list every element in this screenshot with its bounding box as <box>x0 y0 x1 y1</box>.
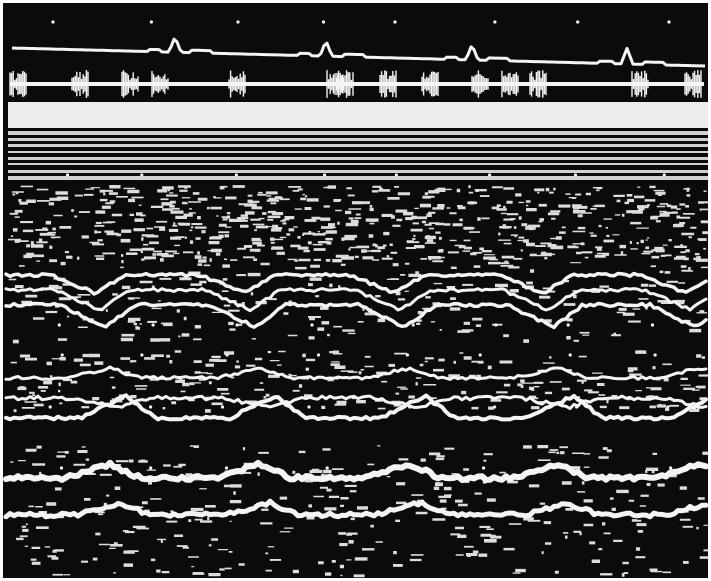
echo-trace <box>4 365 708 381</box>
phono-burst <box>151 71 169 97</box>
reference-band <box>8 102 708 128</box>
phono-burst <box>471 70 489 98</box>
ecg-line <box>11 37 706 68</box>
phono-burst <box>379 70 397 98</box>
echo-traces <box>3 271 709 520</box>
reference-band <box>8 157 708 160</box>
reference-band <box>8 151 708 153</box>
phono-burst <box>9 70 27 98</box>
reference-band <box>8 163 708 165</box>
reference-band <box>8 131 708 135</box>
phono-burst <box>631 70 649 98</box>
phono-burst <box>121 70 139 98</box>
phono-burst <box>501 70 519 98</box>
echo-trace <box>4 301 708 330</box>
echo-trace <box>4 271 708 296</box>
reference-bands <box>8 102 708 180</box>
phono-burst <box>684 70 702 98</box>
reference-band <box>8 176 708 180</box>
phono-burst <box>228 70 246 98</box>
echo-trace <box>3 459 709 483</box>
phono-burst <box>421 71 439 97</box>
speckle-cloud <box>8 185 711 578</box>
echo-trace <box>3 498 709 520</box>
reference-band <box>8 144 708 147</box>
phono-burst <box>71 70 89 98</box>
echo-trace <box>4 287 708 313</box>
ecg-trace <box>11 37 706 68</box>
echo-trace <box>4 393 708 422</box>
echo-trace <box>4 394 708 411</box>
echo-speckle <box>8 185 711 578</box>
reference-band <box>8 138 708 141</box>
phono-burst <box>529 70 547 98</box>
phonocardiogram-trace <box>9 70 704 98</box>
reference-band <box>8 170 708 173</box>
phono-baseline <box>10 82 704 86</box>
phono-burst <box>336 70 354 98</box>
